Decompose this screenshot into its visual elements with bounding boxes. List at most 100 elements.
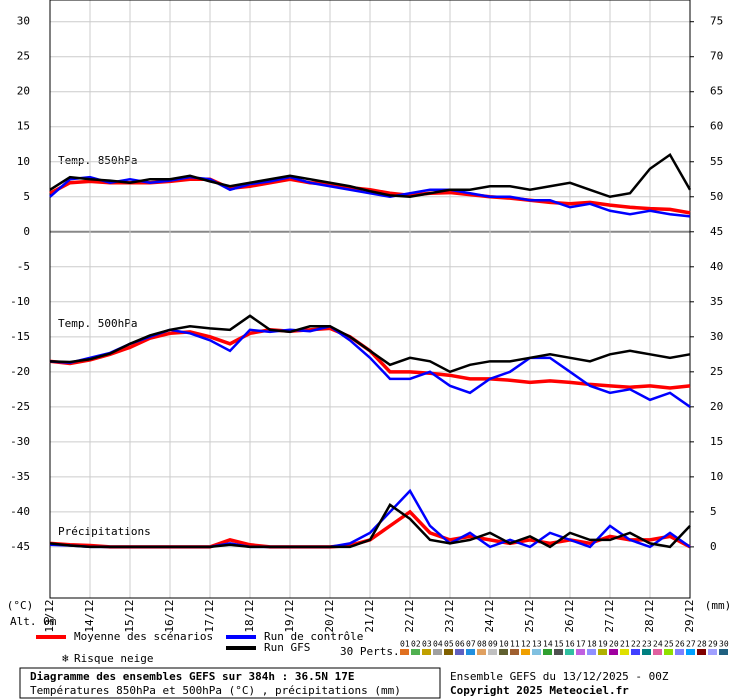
- pert-label: 07: [466, 640, 476, 649]
- x-tick-label: 22/12: [403, 599, 416, 632]
- pert-label: 09: [488, 640, 498, 649]
- pert-label: 02: [411, 640, 421, 649]
- pert-label: 15: [554, 640, 564, 649]
- x-tick-label: 20/12: [323, 599, 336, 632]
- altitude-label: Alt. 0m: [10, 615, 57, 628]
- y-tick-label: 10: [17, 155, 30, 168]
- footer-title: Diagramme des ensembles GEFS sur 384h : …: [30, 670, 355, 683]
- pert-swatch: [598, 649, 607, 655]
- y2-tick-label: 50: [710, 190, 723, 203]
- y2-tick-label: 15: [710, 435, 723, 448]
- panel-label: Temp. 850hPa: [58, 154, 137, 167]
- y-tick-label: 25: [17, 50, 30, 63]
- x-tick-label: 23/12: [443, 599, 456, 632]
- pert-swatch: [477, 649, 486, 655]
- pert-swatch: [697, 649, 706, 655]
- pert-label: 29: [708, 640, 718, 649]
- x-tick-label: 16/12: [163, 599, 176, 632]
- pert-swatch: [719, 649, 728, 655]
- footer-run: Ensemble GEFS du 13/12/2025 - 00Z: [450, 670, 669, 683]
- legend-label: Moyenne des scénarios: [74, 630, 213, 643]
- x-tick-label: 21/12: [363, 599, 376, 632]
- pert-swatch: [510, 649, 519, 655]
- footer-copyright: Copyright 2025 Meteociel.fr: [450, 684, 629, 697]
- pert-label: 17: [576, 640, 586, 649]
- snow-label: Risque neige: [74, 652, 153, 665]
- pert-swatch: [499, 649, 508, 655]
- series-line: [49, 175, 691, 218]
- y2-tick-label: 55: [710, 155, 723, 168]
- y2-tick-label: 60: [710, 120, 723, 133]
- panel-label: Temp. 500hPa: [58, 317, 137, 330]
- pert-label: 03: [422, 640, 432, 649]
- x-tick-label: 19/12: [283, 599, 296, 632]
- y-tick-label: 0: [23, 225, 30, 238]
- pert-swatch: [532, 649, 541, 655]
- y-tick-label: -30: [10, 435, 30, 448]
- pert-label: 14: [543, 640, 553, 649]
- y2-tick-label: 5: [710, 505, 717, 518]
- x-tick-label: 15/12: [123, 599, 136, 632]
- x-tick-label: 28/12: [643, 599, 656, 632]
- y-tick-label: -35: [10, 470, 30, 483]
- pert-label: 25: [664, 640, 674, 649]
- x-tick-label: 18/12: [243, 599, 256, 632]
- y-tick-label: -45: [10, 540, 30, 553]
- pert-swatch: [576, 649, 585, 655]
- y2-tick-label: 65: [710, 85, 723, 98]
- pert-label: 19: [598, 640, 608, 649]
- x-tick-label: 17/12: [203, 599, 216, 632]
- pert-label: 30: [719, 640, 729, 649]
- x-tick-label: 27/12: [603, 599, 616, 632]
- y-tick-label: 20: [17, 85, 30, 98]
- series-line: [49, 503, 691, 549]
- y2-tick-label: 0: [710, 540, 717, 553]
- pert-swatch: [411, 649, 420, 655]
- y-tick-label: 30: [17, 15, 30, 28]
- pert-swatch: [433, 649, 442, 655]
- y-tick-label: -5: [17, 260, 30, 273]
- series-line: [49, 314, 691, 374]
- perts-label: 30 Perts.: [340, 645, 400, 658]
- x-tick-label: 14/12: [83, 599, 96, 632]
- y-tick-label: 5: [23, 190, 30, 203]
- y2-axis-label: (mm): [705, 599, 732, 612]
- pert-label: 27: [686, 640, 696, 649]
- snow-icon: ❄: [62, 652, 69, 665]
- pert-label: 24: [653, 640, 663, 649]
- y2-tick-label: 35: [710, 295, 723, 308]
- pert-swatch: [675, 649, 684, 655]
- pert-label: 28: [697, 640, 707, 649]
- y2-tick-label: 70: [710, 50, 723, 63]
- pert-swatch: [422, 649, 431, 655]
- pert-label: 22: [631, 640, 641, 649]
- pert-label: 20: [609, 640, 619, 649]
- y2-tick-label: 20: [710, 400, 723, 413]
- y2-tick-label: 45: [710, 225, 723, 238]
- pert-swatch: [587, 649, 596, 655]
- y2-tick-label: 30: [710, 330, 723, 343]
- pert-label: 08: [477, 640, 487, 649]
- pert-label: 05: [444, 640, 454, 649]
- pert-swatch: [631, 649, 640, 655]
- x-tick-label: 13/12: [43, 599, 56, 632]
- x-tick-label: 29/12: [683, 599, 696, 632]
- pert-label: 21: [620, 640, 630, 649]
- pert-swatch: [609, 649, 618, 655]
- x-tick-label: 25/12: [523, 599, 536, 632]
- pert-swatch: [455, 649, 464, 655]
- pert-label: 13: [532, 640, 542, 649]
- y-tick-label: -10: [10, 295, 30, 308]
- pert-swatch: [543, 649, 552, 655]
- x-tick-label: 24/12: [483, 599, 496, 632]
- legend-label: Run de contrôle: [264, 630, 363, 643]
- pert-label: 04: [433, 640, 443, 649]
- pert-swatch: [400, 649, 409, 655]
- pert-label: 01: [400, 640, 410, 649]
- pert-label: 18: [587, 640, 597, 649]
- pert-label: 16: [565, 640, 575, 649]
- legend-label: Run GFS: [264, 641, 310, 654]
- footer-box: [19, 667, 441, 699]
- pert-swatch: [488, 649, 497, 655]
